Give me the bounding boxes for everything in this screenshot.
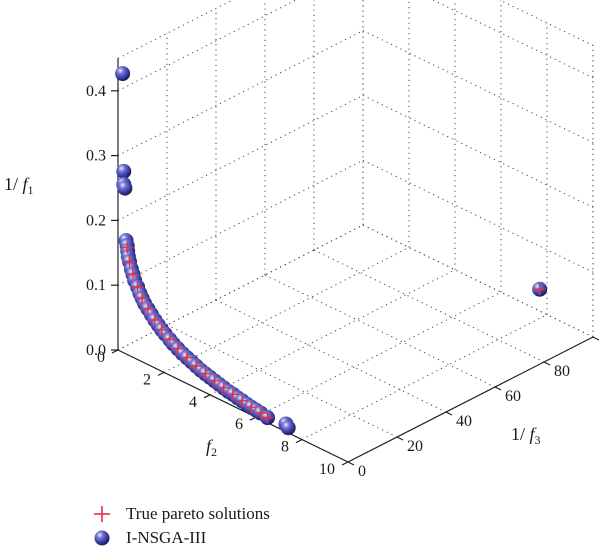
grid-line [301,314,548,441]
legend-item-true-pareto: True pareto solutions [88,502,408,526]
legend: True pareto solutions I-NSGA-III [88,502,408,550]
z-tick-label: 0.2 [86,212,106,229]
data-point-sphere [116,163,132,179]
x-tick-label: 10 [319,461,335,478]
y-tick [445,411,453,416]
grid-line [362,94,594,208]
grid-line [163,246,410,373]
data-point-sphere [115,66,131,82]
axis-labels: 1/ f1 f2 1/ f3 [4,174,541,459]
data-point-plus [136,292,149,305]
grid-line [255,291,502,418]
data-point-plus [217,381,230,394]
x-tick [341,461,349,466]
grid-line [432,0,594,79]
data-point-plus [236,394,249,407]
grid-line [117,224,364,351]
grid-line [362,224,594,338]
x-tick [157,371,165,376]
grid-line [166,324,398,438]
grid-line [215,299,447,413]
x-axis-line [117,349,349,463]
x-tick-label: 2 [143,371,151,388]
z-axis-label: 1/ f1 [4,174,34,197]
grid-line [117,0,298,92]
x-tick-label: 0 [97,349,105,366]
grid-line [313,249,545,363]
grid-line [362,30,594,144]
grid-line [264,274,496,388]
data-point-plus [245,401,258,414]
y-axis-line [347,336,594,463]
grid-line [117,159,364,286]
data-point-plus [261,411,274,424]
data-point-plus [171,342,184,355]
data-point-plus [227,388,239,401]
y-tick [396,436,404,441]
y-tick [494,386,502,391]
y-tick [347,461,355,466]
data-point-sphere [117,180,133,196]
data-point-plus [181,351,193,364]
x-tick-label: 6 [235,416,243,433]
grid-line [117,94,364,221]
y-tick-label: 0 [358,463,366,480]
plus-marker-icon [94,506,110,522]
y-tick-label: 20 [407,438,423,455]
grid-line [362,224,594,338]
data-point-plus [163,333,176,346]
y-tick-label: 40 [456,413,472,430]
y-tick-label: 60 [505,388,521,405]
data-point-plus [123,255,136,268]
legend-label-insga: I-NSGA-III [126,528,207,547]
x-tick [111,349,119,354]
legend-item-insga: I-NSGA-III [88,526,408,550]
tick-labels: 0.00.10.20.30.40246810020406080100 [86,83,570,480]
axes [111,58,600,466]
z-tick-label: 0.0 [86,342,106,359]
data-point-plus [126,268,139,281]
data-point-plus [199,367,212,380]
x-tick-label: 8 [281,439,289,456]
grid-line [362,159,594,273]
y-tick [543,361,551,366]
grid-lines [117,0,594,463]
x-tick [295,439,303,444]
x-axis-label: f2 [206,436,217,459]
data-point-plus [121,241,134,254]
data-point-sphere [280,420,296,436]
z-tick-label: 0.3 [86,148,106,165]
data-points [115,66,548,436]
y-axis-label: 1/ f3 [511,424,541,447]
y-tick [592,336,600,341]
data-point-plus [148,313,161,326]
z-tick-label: 0.1 [86,277,106,294]
y-tick-label: 80 [554,363,570,380]
data-point-plus [208,374,221,387]
x-tick [203,394,211,399]
data-point-plus [141,302,154,315]
sphere-marker-icon [94,530,110,546]
legend-label-true-pareto: True pareto solutions [126,504,270,523]
data-point-plus [131,280,144,293]
data-point-plus [190,360,203,373]
data-point-plus [254,406,267,419]
grid-line [498,0,594,46]
z-tick-label: 0.4 [86,83,106,100]
grid-line [117,30,364,157]
data-point-plus [533,283,546,296]
x-tick-label: 4 [189,394,197,411]
grid-line [117,0,234,59]
grid-line [209,269,456,396]
data-point-plus [155,323,168,336]
